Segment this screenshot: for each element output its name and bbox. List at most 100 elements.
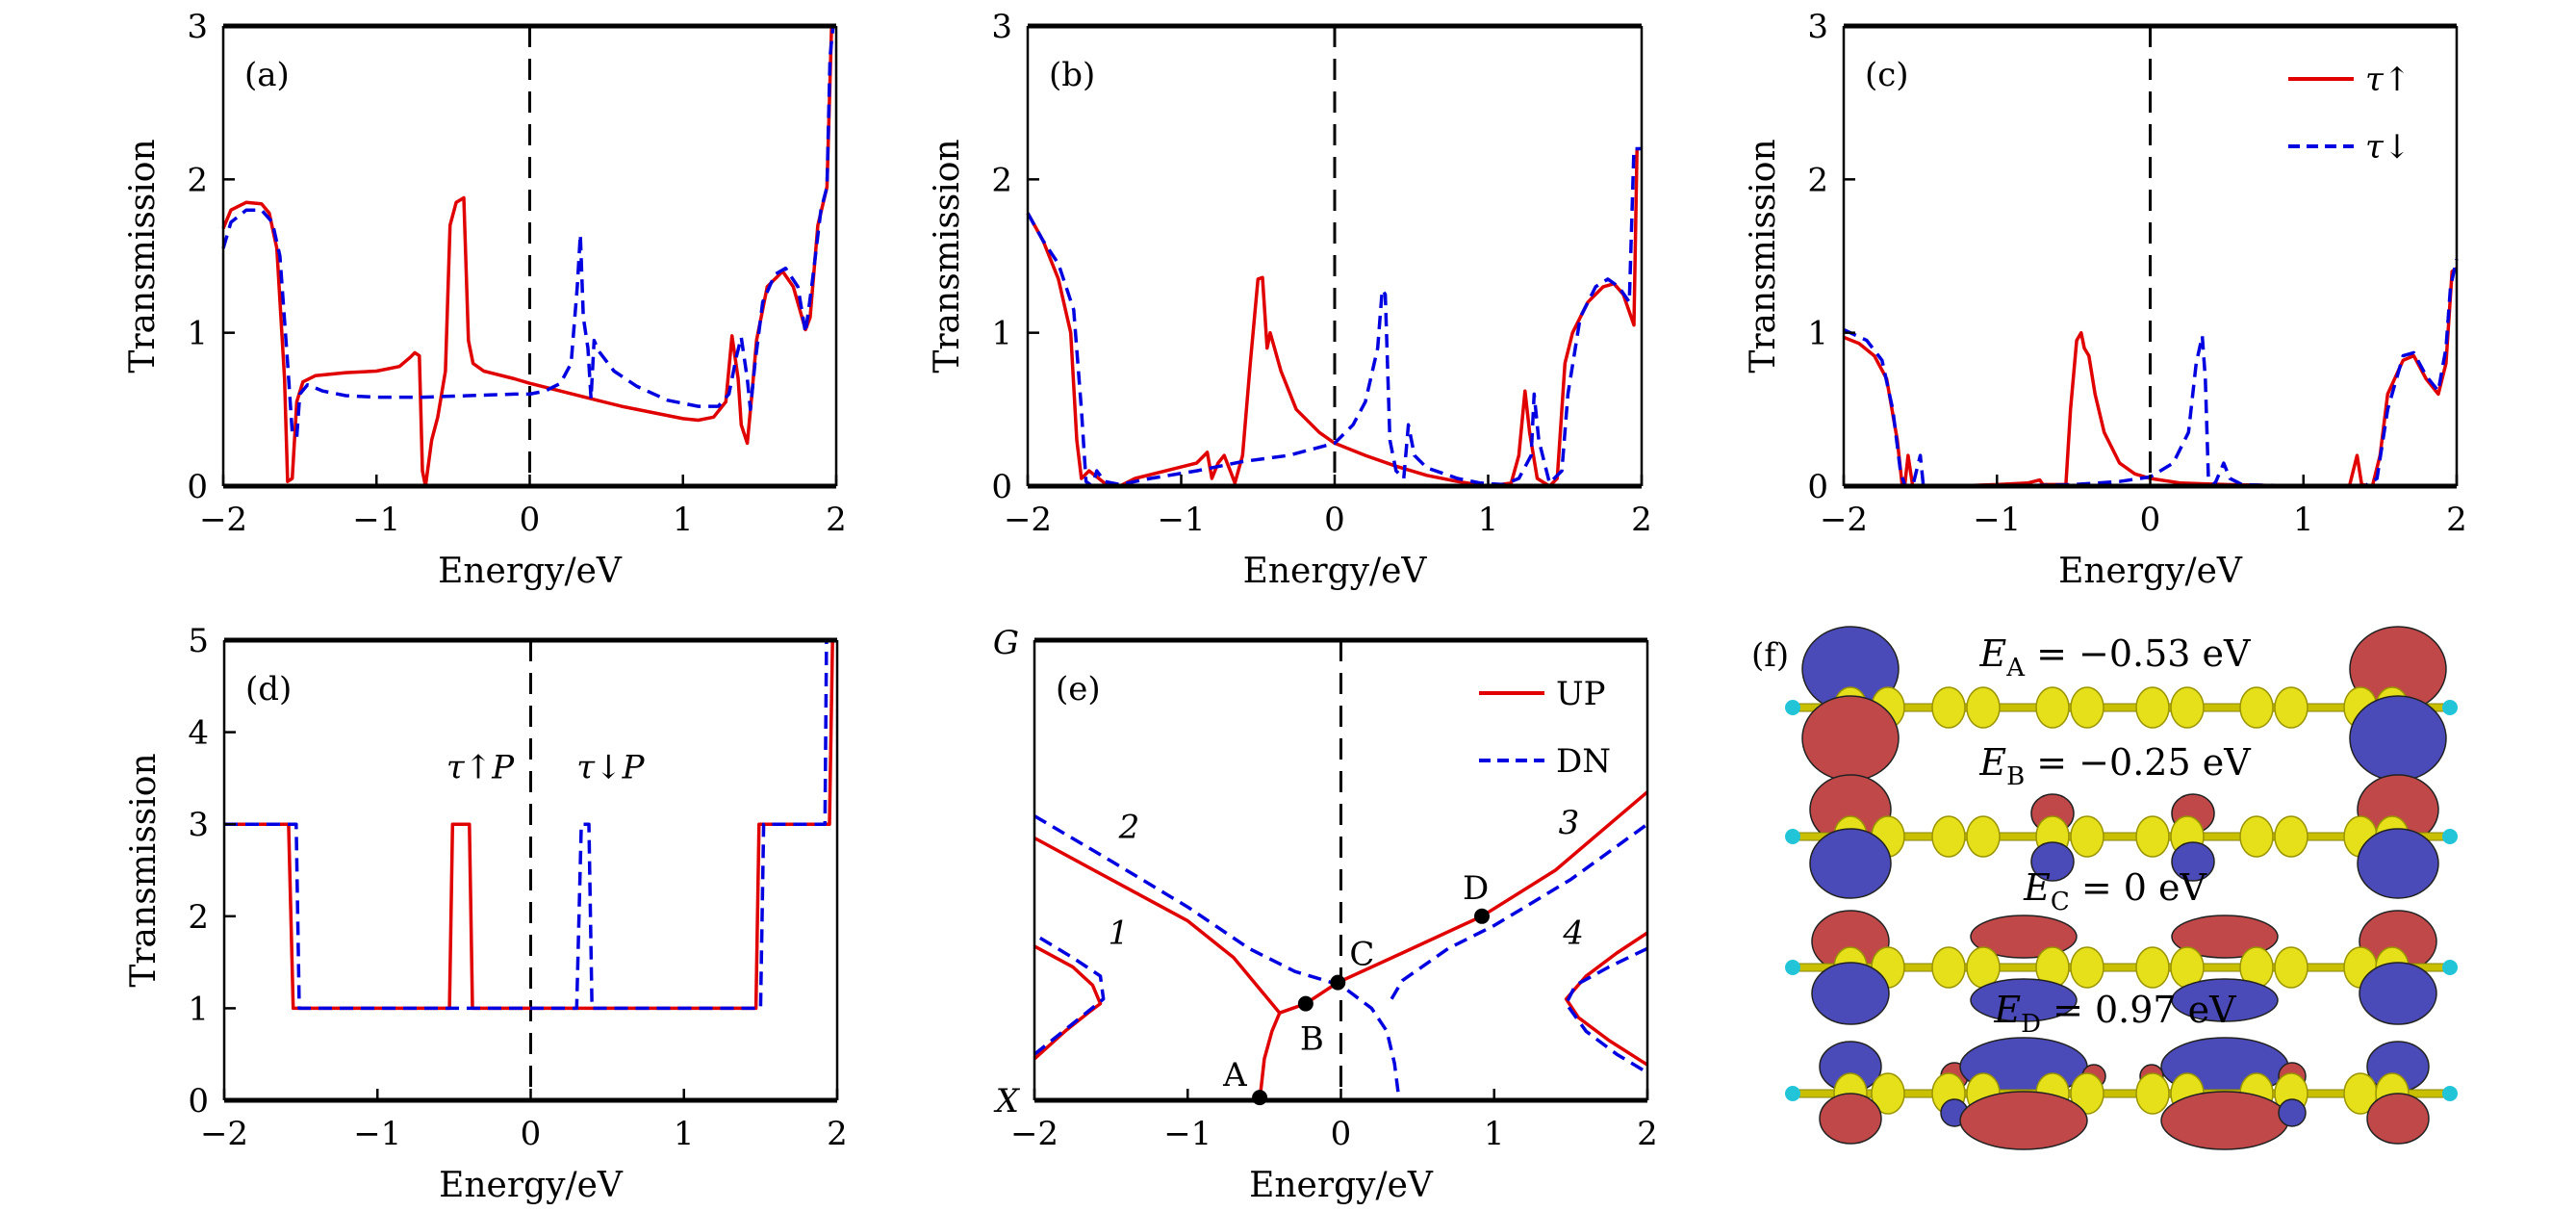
chart-panel-a: −2 −1 0 1 2 0 1 2 3 Energy/eV Transmission (a) bbox=[123, 8, 847, 591]
energy-symbol: E bbox=[1979, 632, 2007, 675]
x-tick-label: 1 bbox=[1484, 1115, 1505, 1153]
negative-lobe bbox=[2030, 841, 2075, 882]
y-tick-label: 0 bbox=[188, 1082, 209, 1121]
carbon-atom bbox=[2070, 686, 2104, 729]
hydrogen-atom bbox=[1785, 1086, 1800, 1101]
charts: −2 −1 0 1 2 0 1 2 3 Energy/eV Transmission (a) −2 −1 0… bbox=[123, 8, 2467, 1205]
x-axis-label: Energy/eV bbox=[438, 552, 623, 591]
energy-symbol: E bbox=[2023, 866, 2051, 909]
x-tick-label: 0 bbox=[521, 1115, 542, 1153]
hydrogen-atom bbox=[1785, 960, 1800, 975]
x-tick-label: −1 bbox=[1973, 501, 2021, 539]
annotation-label: 4 bbox=[1562, 914, 1584, 952]
y-axis-label: Transmission bbox=[123, 139, 163, 373]
negative-lobe bbox=[2171, 978, 2279, 1022]
x-tick-label: −1 bbox=[1157, 501, 1205, 539]
negative-lobe bbox=[1811, 962, 1890, 1025]
y-tick-label: 2 bbox=[187, 161, 208, 199]
series-line-up bbox=[1033, 790, 1649, 1015]
negative-lobe bbox=[2349, 695, 2447, 782]
panel-label: (b) bbox=[1049, 56, 1095, 94]
carbon-atom bbox=[1931, 686, 1966, 729]
x-tick-label: 0 bbox=[1324, 501, 1345, 539]
x-tick-label: 2 bbox=[2446, 501, 2467, 539]
carbon-atom bbox=[2239, 815, 2274, 858]
annotation-label: τ↓P bbox=[576, 748, 645, 786]
negative-lobe bbox=[1809, 828, 1892, 899]
negative-lobe bbox=[2171, 841, 2215, 882]
carbon-atom bbox=[1931, 946, 1966, 989]
state-energy-label: EB = −0.25 eV bbox=[1978, 741, 2251, 791]
energy-value: = −0.53 eV bbox=[2025, 632, 2251, 675]
chart-panel-e: −2 −1 0 1 2 G X Energy/eV (e) 1 2 3 4 A B C D UP DN bbox=[993, 624, 1658, 1205]
x-tick-label: 1 bbox=[1478, 501, 1499, 539]
x-tick-label: 2 bbox=[1631, 501, 1652, 539]
carbon-atom bbox=[2070, 946, 2104, 989]
panel-label: (d) bbox=[245, 670, 292, 709]
point-label-B: B bbox=[1300, 1020, 1324, 1059]
legend-label-up: τ↑ bbox=[2365, 61, 2410, 99]
x-tick-label: −2 bbox=[1010, 1115, 1058, 1153]
energy-subscript: A bbox=[2005, 654, 2026, 683]
y-tick-label: 3 bbox=[187, 8, 208, 46]
series-line-up bbox=[1026, 148, 1639, 488]
x-tick-label: 2 bbox=[1637, 1115, 1658, 1153]
y-tick-label: 1 bbox=[187, 315, 208, 353]
carbon-atom bbox=[1871, 1072, 1905, 1115]
legend-label-down: DN bbox=[1556, 742, 1611, 781]
chart-panel-b: −2 −1 0 1 2 0 1 2 3 Energy/eV Transmission (b) bbox=[928, 8, 1652, 591]
annotation-label: 2 bbox=[1118, 809, 1140, 847]
positive-lobe bbox=[2171, 915, 2279, 959]
series-line-up bbox=[1258, 1012, 1282, 1101]
point-label-A: A bbox=[1222, 1056, 1247, 1095]
series-line-down bbox=[1033, 933, 1106, 1056]
series-line-up bbox=[221, 25, 833, 488]
annotation-label: 3 bbox=[1559, 804, 1580, 842]
x-tick-label: 1 bbox=[674, 1115, 695, 1153]
series-line-down bbox=[221, 25, 835, 439]
positive-lobe bbox=[2160, 1091, 2289, 1150]
panel-label: (c) bbox=[1865, 56, 1909, 94]
hydrogen-atom bbox=[2442, 960, 2458, 975]
hydrogen-atom bbox=[2442, 1086, 2458, 1101]
series-line-up bbox=[1564, 931, 1648, 1067]
energy-value: = 0 eV bbox=[2070, 866, 2207, 909]
carbon-atom bbox=[2070, 815, 2104, 858]
orbital-row-C: EC = 0 eV bbox=[1785, 866, 2458, 1025]
energy-subscript: D bbox=[2021, 1010, 2041, 1039]
point-label-D: D bbox=[1463, 869, 1489, 908]
series-line-down bbox=[1843, 258, 2459, 488]
y-tick-label: 3 bbox=[188, 806, 209, 844]
annotation-label: τ↑P bbox=[446, 748, 515, 786]
chart-panel-c: −2 −1 0 1 2 0 1 2 3 Energy/eV Transmission (c) τ↑ τ↓ bbox=[1744, 8, 2467, 591]
orbital-row-A: EA = −0.53 eV bbox=[1785, 626, 2458, 782]
series-line-down bbox=[1390, 822, 1649, 1000]
point-marker-B bbox=[1297, 995, 1314, 1012]
y-end-label-bottom: X bbox=[993, 1082, 1021, 1121]
carbon-atom bbox=[2274, 946, 2308, 989]
series-line-up bbox=[1033, 944, 1103, 1061]
energy-symbol: E bbox=[1978, 741, 2006, 784]
hydrogen-atom bbox=[2442, 700, 2458, 715]
y-tick-label: 5 bbox=[188, 622, 209, 660]
series-line-down bbox=[1564, 946, 1648, 1074]
x-tick-label: 1 bbox=[673, 501, 694, 539]
y-axis-label: Transmission bbox=[124, 753, 164, 987]
x-tick-label: 1 bbox=[2293, 501, 2314, 539]
energy-subscript: B bbox=[2006, 762, 2025, 791]
state-energy-label: EA = −0.53 eV bbox=[1979, 632, 2252, 683]
hydrogen-atom bbox=[1785, 700, 1800, 715]
legend-label-up: UP bbox=[1556, 675, 1606, 713]
x-tick-label: −2 bbox=[199, 501, 247, 539]
y-tick-label: 0 bbox=[1807, 468, 1828, 506]
x-axis-label: Energy/eV bbox=[439, 1166, 624, 1205]
x-axis-label: Energy/eV bbox=[1243, 552, 1428, 591]
y-tick-label: 3 bbox=[1807, 8, 1828, 46]
positive-lobe bbox=[1819, 1093, 1882, 1145]
x-axis-label: Energy/eV bbox=[1249, 1166, 1434, 1205]
negative-lobe bbox=[2278, 1098, 2307, 1127]
x-tick-label: −1 bbox=[353, 1115, 401, 1153]
carbon-atom bbox=[1966, 686, 2001, 729]
